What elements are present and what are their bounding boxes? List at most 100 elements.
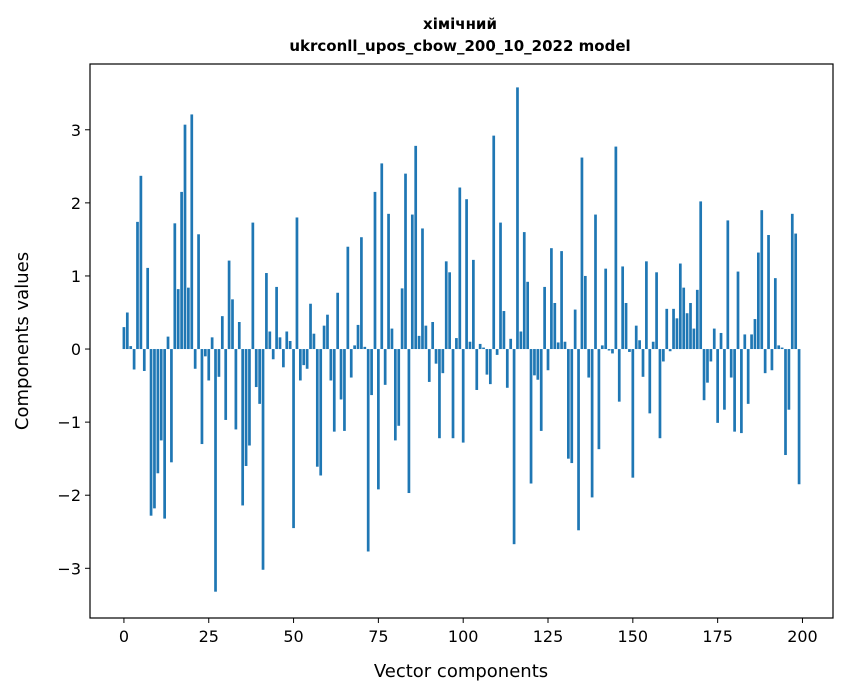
bar bbox=[634, 325, 638, 350]
bar bbox=[573, 309, 577, 350]
bar bbox=[421, 228, 424, 350]
bar bbox=[655, 272, 658, 350]
bar bbox=[519, 331, 523, 350]
bar bbox=[200, 349, 204, 445]
bar bbox=[794, 233, 798, 350]
bar bbox=[516, 87, 519, 350]
bar bbox=[190, 114, 194, 350]
bar bbox=[153, 349, 156, 509]
bar bbox=[662, 349, 665, 362]
bar bbox=[360, 237, 363, 350]
bar bbox=[726, 220, 730, 350]
bar bbox=[434, 349, 438, 364]
chart-title-line1: хімічний bbox=[423, 15, 497, 33]
bar bbox=[709, 349, 713, 362]
x-axis-label: Vector components bbox=[374, 661, 548, 682]
bar bbox=[251, 222, 255, 350]
bar bbox=[536, 349, 540, 380]
bar bbox=[567, 349, 570, 459]
bar bbox=[482, 347, 485, 350]
bar bbox=[614, 146, 618, 350]
bar bbox=[692, 328, 696, 350]
bar bbox=[512, 349, 516, 545]
bar bbox=[410, 214, 414, 350]
bar bbox=[563, 341, 567, 350]
bar bbox=[740, 349, 743, 434]
bar bbox=[390, 328, 394, 350]
bar bbox=[716, 349, 719, 423]
bar bbox=[729, 349, 733, 378]
bar bbox=[427, 349, 431, 382]
bar bbox=[319, 349, 323, 476]
x-tick-label: 75 bbox=[368, 627, 388, 646]
bar bbox=[397, 349, 401, 426]
bar bbox=[305, 349, 309, 369]
bar bbox=[689, 302, 692, 350]
bar bbox=[176, 289, 180, 350]
bar bbox=[553, 302, 557, 350]
bar bbox=[583, 275, 587, 350]
bar bbox=[702, 349, 706, 401]
bar bbox=[258, 349, 261, 404]
bar bbox=[366, 349, 370, 552]
bar bbox=[142, 349, 146, 371]
bar bbox=[424, 325, 428, 350]
bar bbox=[322, 325, 326, 350]
bar bbox=[451, 349, 455, 439]
bar bbox=[560, 251, 563, 350]
bar bbox=[488, 349, 492, 385]
x-tick-label: 150 bbox=[618, 627, 649, 646]
bar bbox=[672, 308, 675, 350]
bar bbox=[326, 314, 329, 350]
y-tick-label: 0 bbox=[71, 340, 81, 359]
bar bbox=[248, 349, 251, 446]
y-tick-label: −2 bbox=[57, 486, 81, 505]
bar bbox=[455, 338, 458, 350]
bar bbox=[628, 349, 631, 352]
bar bbox=[363, 346, 367, 350]
bar bbox=[509, 338, 513, 350]
bar bbox=[275, 286, 278, 350]
bar bbox=[529, 349, 533, 484]
bar bbox=[539, 349, 543, 431]
plot-area-frame bbox=[89, 63, 834, 619]
bar bbox=[461, 349, 465, 443]
bar bbox=[207, 349, 211, 381]
bar bbox=[533, 349, 536, 376]
bar bbox=[465, 199, 468, 350]
bar bbox=[217, 349, 221, 377]
y-axis-ticks: −3 −2 −1 0 1 2 3 bbox=[57, 121, 90, 578]
bar bbox=[237, 322, 241, 350]
bar bbox=[678, 263, 682, 350]
bar bbox=[309, 303, 312, 350]
bar bbox=[624, 302, 628, 350]
bar bbox=[590, 349, 594, 498]
bar bbox=[753, 319, 757, 350]
bar bbox=[393, 349, 397, 441]
bar bbox=[651, 341, 655, 350]
x-axis-ticks: 0 25 50 75 100 125 150 175 200 bbox=[119, 618, 818, 646]
bar bbox=[159, 349, 163, 441]
bar bbox=[668, 349, 672, 352]
bar bbox=[570, 349, 574, 464]
bar bbox=[665, 308, 669, 350]
bar bbox=[760, 210, 764, 350]
bar bbox=[241, 349, 245, 506]
bar bbox=[193, 349, 197, 369]
bar bbox=[621, 266, 625, 350]
bar bbox=[441, 349, 445, 374]
bar bbox=[214, 349, 217, 592]
bar bbox=[631, 349, 635, 478]
bar bbox=[387, 213, 390, 350]
x-tick-label: 175 bbox=[702, 627, 733, 646]
bar bbox=[658, 349, 662, 439]
y-axis-label: Components values bbox=[12, 252, 33, 430]
bar bbox=[499, 222, 502, 350]
bar bbox=[261, 349, 265, 570]
bar bbox=[502, 311, 506, 350]
x-tick-label: 0 bbox=[119, 627, 129, 646]
bar bbox=[224, 349, 228, 420]
bar bbox=[773, 278, 777, 350]
bar bbox=[407, 349, 411, 494]
